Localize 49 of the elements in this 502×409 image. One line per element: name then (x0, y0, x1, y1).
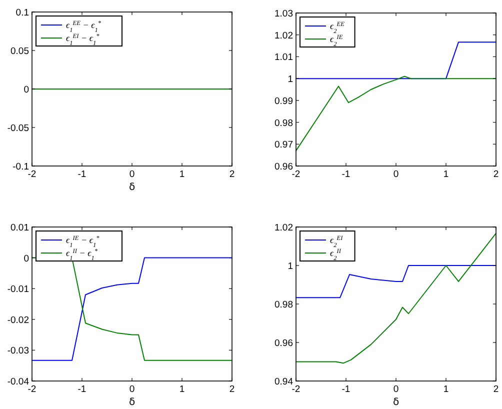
x-axis-title: δ (392, 397, 400, 408)
y-tick-label: 0.96 (274, 338, 293, 349)
x-tick-label: -2 (292, 169, 300, 180)
x-tick-label: 2 (229, 169, 235, 180)
x-tick-label: -1 (78, 169, 86, 180)
x-tick-label: -2 (28, 169, 36, 180)
y-tick-label: 1.02 (274, 222, 293, 234)
x-tick-label: 1 (443, 384, 449, 395)
y-tick-label: 1 (288, 74, 293, 86)
x-tick-label: -1 (342, 169, 350, 180)
y-tick-label: -0.1 (12, 162, 29, 172)
y-tick-label: 0.94 (274, 376, 293, 388)
y-tick-label: 0.1 (16, 8, 29, 18)
x-tick-label: 1 (443, 169, 449, 180)
y-tick-label: 1.01 (274, 52, 293, 64)
y-tick-label: 1.03 (274, 8, 293, 20)
x-tick-label: 1 (179, 169, 185, 180)
x-tick-label: 0 (129, 384, 135, 395)
y-tick-label: 1.02 (274, 30, 293, 42)
y-tick-label: 0.98 (274, 300, 293, 310)
line-series (32, 257, 232, 361)
y-tick-label: 0.98 (274, 118, 293, 129)
line-series (296, 232, 496, 364)
x-axis-title: δ (128, 182, 136, 193)
x-tick-label: 1 (179, 384, 185, 395)
x-tick-label: 2 (229, 384, 235, 395)
x-tick-label: 0 (393, 169, 399, 180)
y-tick-label: -0.03 (7, 346, 29, 357)
x-tick-label: 0 (129, 169, 135, 180)
x-tick-label: -2 (28, 384, 36, 395)
y-tick-label: 0.96 (274, 162, 293, 172)
y-tick-label: 0 (24, 253, 29, 264)
y-tick-label: 0.01 (10, 222, 29, 234)
y-tick-label: -0.01 (7, 284, 29, 296)
x-tick-label: -2 (292, 384, 300, 395)
x-tick-label: 2 (493, 384, 499, 395)
y-tick-label: -0.02 (7, 314, 29, 326)
y-tick-label: 0.99 (274, 96, 293, 107)
y-tick-label: 0.97 (274, 140, 293, 151)
y-tick-label: 0.05 (10, 46, 29, 57)
y-tick-label: 1 (288, 261, 293, 272)
x-tick-label: -1 (342, 384, 350, 395)
x-tick-label: 0 (393, 384, 399, 395)
x-axis-title: δ (128, 397, 136, 408)
y-tick-label: -0.05 (7, 123, 29, 134)
y-tick-label: 0 (24, 84, 29, 96)
x-tick-label: -1 (78, 384, 86, 395)
y-tick-label: -0.04 (7, 376, 29, 388)
x-tick-label: 2 (493, 169, 499, 180)
